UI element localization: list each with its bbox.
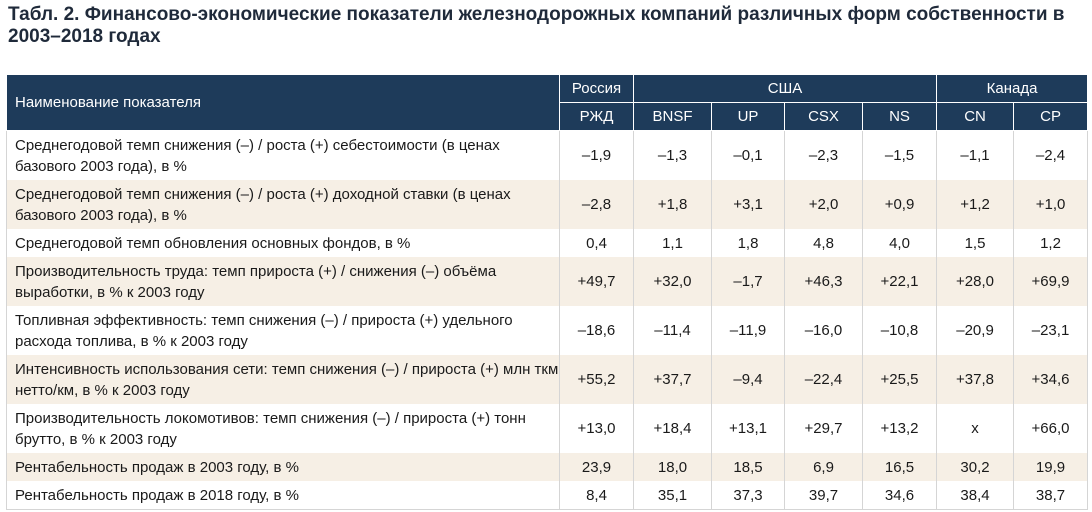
cell-value: +32,0 — [633, 257, 712, 306]
cell-value: +46,3 — [784, 257, 863, 306]
row-label: Среднегодовой темп снижения (–) / роста … — [6, 130, 560, 180]
cell-value: 34,6 — [862, 481, 938, 510]
cell-value: –2,3 — [784, 130, 863, 180]
cell-value: +18,4 — [633, 404, 712, 453]
cell-value: 18,0 — [633, 453, 712, 481]
column-header-ns: NS — [861, 102, 938, 131]
cell-value: –22,4 — [784, 355, 863, 404]
cell-value: –1,5 — [862, 130, 938, 180]
row-label: Рентабельность продаж в 2003 году, в % — [6, 453, 560, 481]
cell-value: +55,2 — [559, 355, 634, 404]
column-header-up: UP — [711, 102, 785, 131]
cell-value: +25,5 — [862, 355, 938, 404]
table-row: Среднегодовой темп обновления основных ф… — [6, 229, 1088, 257]
table-row: Рентабельность продаж в 2003 году, в % 2… — [6, 453, 1088, 481]
cell-value: +29,7 — [784, 404, 863, 453]
row-label: Среднегодовой темп снижения (–) / роста … — [6, 180, 560, 229]
table-row: Топливная эффективность: темп снижения (… — [6, 306, 1088, 355]
cell-value: 8,4 — [559, 481, 634, 510]
cell-value: 23,9 — [559, 453, 634, 481]
cell-value: 1,8 — [711, 229, 785, 257]
cell-value: –1,3 — [633, 130, 712, 180]
cell-value: –11,9 — [711, 306, 785, 355]
table-row: Интенсивность использования сети: темп с… — [6, 355, 1088, 404]
cell-value: 38,4 — [936, 481, 1015, 510]
cell-value: +37,8 — [936, 355, 1015, 404]
cell-value: 16,5 — [862, 453, 938, 481]
cell-value: +66,0 — [1013, 404, 1088, 453]
cell-value: –1,1 — [936, 130, 1015, 180]
cell-value: –2,4 — [1013, 130, 1088, 180]
cell-value: +13,1 — [711, 404, 785, 453]
cell-value: –10,8 — [862, 306, 938, 355]
cell-value: +22,1 — [862, 257, 938, 306]
cell-value: 1,2 — [1013, 229, 1088, 257]
cell-value: +2,0 — [784, 180, 863, 229]
group-header-russia: Россия — [559, 74, 634, 103]
cell-value: +1,2 — [936, 180, 1015, 229]
cell-value: 6,9 — [784, 453, 863, 481]
cell-value: +28,0 — [936, 257, 1015, 306]
cell-value: –11,4 — [633, 306, 712, 355]
cell-value: –0,1 — [711, 130, 785, 180]
cell-value: 37,3 — [711, 481, 785, 510]
cell-value: –2,8 — [559, 180, 634, 229]
cell-value: –23,1 — [1013, 306, 1088, 355]
row-label: Интенсивность использования сети: темп с… — [6, 355, 560, 404]
cell-value: +49,7 — [559, 257, 634, 306]
cell-value: +1,0 — [1013, 180, 1088, 229]
cell-value: –16,0 — [784, 306, 863, 355]
cell-value: +0,9 — [862, 180, 938, 229]
cell-value: +37,7 — [633, 355, 712, 404]
table-row: Производительность локомотивов: темп сни… — [6, 404, 1088, 453]
cell-value: 30,2 — [936, 453, 1015, 481]
cell-value: +69,9 — [1013, 257, 1088, 306]
row-label: Производительность локомотивов: темп сни… — [6, 404, 560, 453]
row-label: Среднегодовой темп обновления основных ф… — [6, 229, 560, 257]
column-header-name: Наименование показателя — [6, 74, 560, 131]
row-label: Производительность труда: темп прироста … — [6, 257, 560, 306]
cell-value: +13,0 — [559, 404, 634, 453]
cell-value: –9,4 — [711, 355, 785, 404]
cell-value: 0,4 — [559, 229, 634, 257]
cell-value: 1,1 — [633, 229, 712, 257]
column-header-bnsf: BNSF — [633, 102, 712, 131]
group-header-canada: Канада — [936, 74, 1089, 103]
cell-value: –20,9 — [936, 306, 1015, 355]
cell-value: 38,7 — [1013, 481, 1088, 510]
column-header-csx: CSX — [784, 102, 863, 131]
row-label: Рентабельность продаж в 2018 году, в % — [6, 481, 560, 510]
table-row: Среднегодовой темп снижения (–) / роста … — [6, 130, 1088, 180]
cell-value: +3,1 — [711, 180, 785, 229]
cell-value: –1,7 — [711, 257, 785, 306]
cell-value: х — [936, 404, 1015, 453]
cell-value: 4,0 — [862, 229, 938, 257]
cell-value: +1,8 — [633, 180, 712, 229]
cell-value: –18,6 — [559, 306, 634, 355]
cell-value: 1,5 — [936, 229, 1015, 257]
cell-value: –1,9 — [559, 130, 634, 180]
cell-value: +13,2 — [862, 404, 938, 453]
column-header-rzd: РЖД — [559, 102, 634, 131]
table-title: Табл. 2. Финансово-экономические показат… — [8, 4, 1065, 47]
table-row: Производительность труда: темп прироста … — [6, 257, 1088, 306]
cell-value: 4,8 — [784, 229, 863, 257]
row-label: Топливная эффективность: темп снижения (… — [6, 306, 560, 355]
group-header-usa: США — [632, 74, 938, 103]
cell-value: 19,9 — [1013, 453, 1088, 481]
column-header-cp: CP — [1013, 102, 1089, 131]
cell-value: +34,6 — [1013, 355, 1088, 404]
cell-value: 35,1 — [633, 481, 712, 510]
table-row: Среднегодовой темп снижения (–) / роста … — [6, 180, 1088, 229]
column-header-cn: CN — [936, 102, 1015, 131]
table-row: Рентабельность продаж в 2018 году, в % 8… — [6, 481, 1088, 510]
cell-value: 39,7 — [784, 481, 863, 510]
cell-value: 18,5 — [711, 453, 785, 481]
data-table: Наименование показателя Россия США Канад… — [6, 74, 1089, 510]
